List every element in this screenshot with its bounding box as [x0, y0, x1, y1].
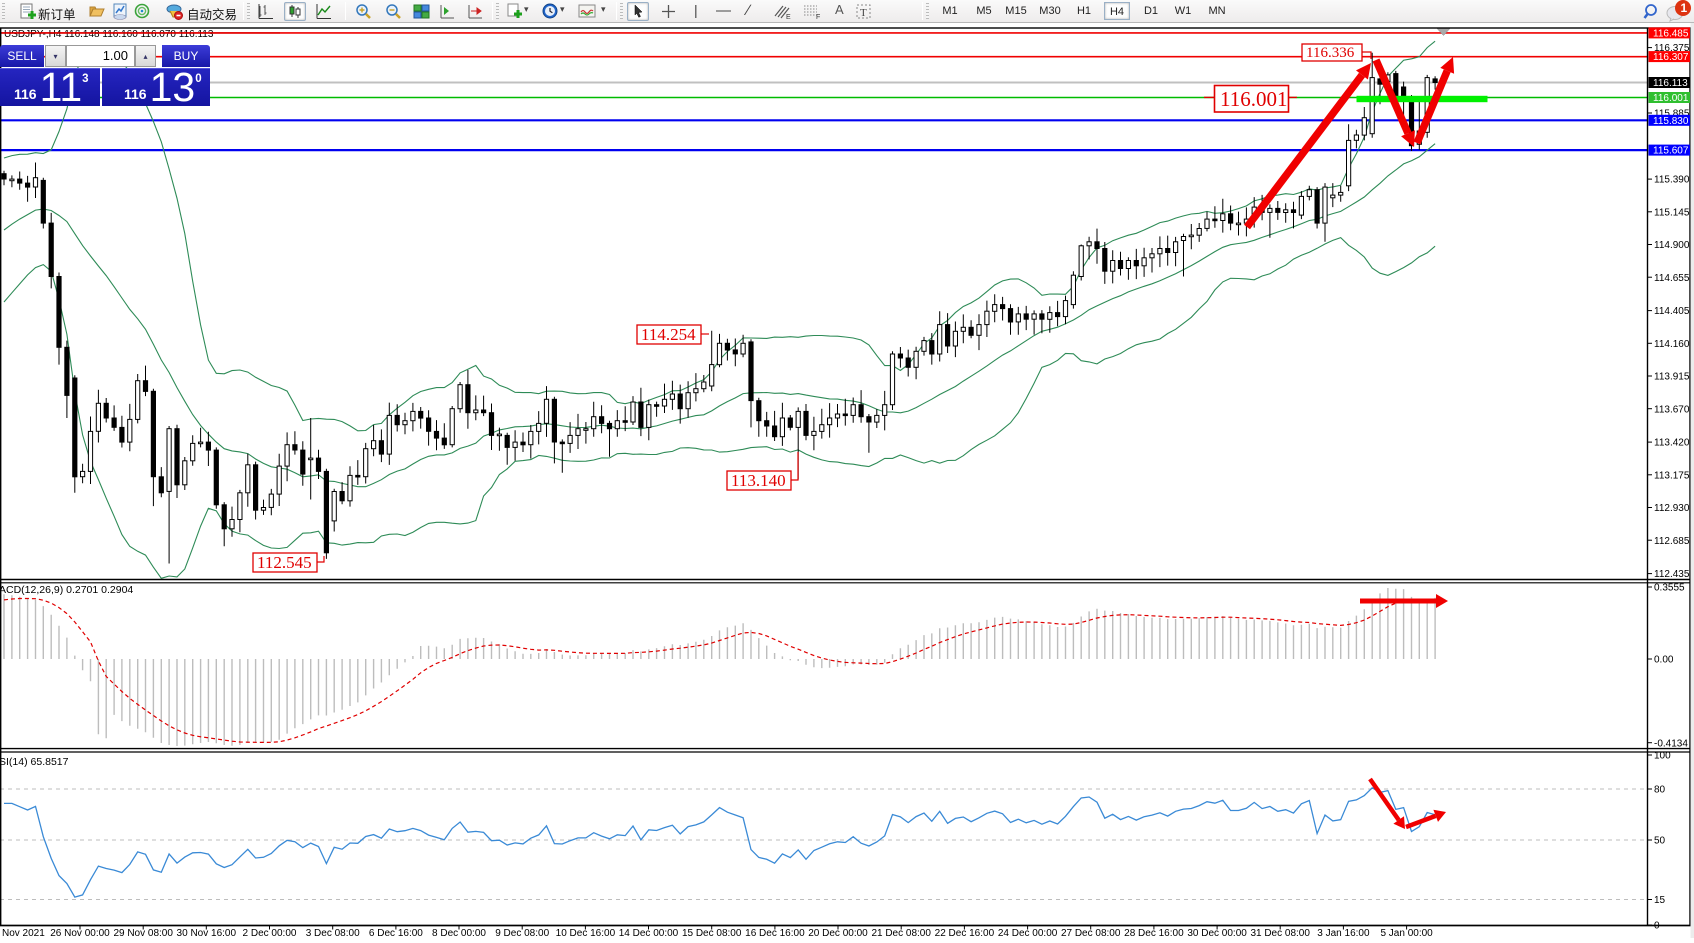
- svg-text:F: F: [816, 14, 820, 20]
- svg-text:116.113: 116.113: [1653, 78, 1688, 89]
- svg-text:16 Dec 16:00: 16 Dec 16:00: [745, 928, 805, 938]
- svg-text:0.00: 0.00: [1654, 655, 1674, 666]
- svg-text:116.001: 116.001: [1653, 93, 1689, 104]
- svg-text:8 Dec 00:00: 8 Dec 00:00: [432, 928, 486, 938]
- svg-text:112.930: 112.930: [1654, 503, 1690, 514]
- svg-text:113.140: 113.140: [731, 471, 786, 490]
- svg-text:ACD(12,26,9) 0.2701 0.2904: ACD(12,26,9) 0.2701 0.2904: [0, 584, 133, 596]
- svg-text:1: 1: [1681, 1, 1688, 15]
- svg-text:T: T: [860, 7, 867, 19]
- svg-text:114.254: 114.254: [641, 325, 696, 344]
- svg-text:0.3555: 0.3555: [1654, 583, 1685, 594]
- svg-text:100: 100: [1654, 751, 1671, 762]
- svg-text:112.545: 112.545: [257, 553, 312, 572]
- svg-text:0: 0: [1654, 921, 1660, 932]
- svg-text:26 Nov 00:00: 26 Nov 00:00: [50, 928, 110, 938]
- svg-text:113.420: 113.420: [1654, 438, 1690, 449]
- svg-text:3 Dec 08:00: 3 Dec 08:00: [306, 928, 360, 938]
- svg-text:115.390: 115.390: [1654, 175, 1690, 186]
- svg-text:115.830: 115.830: [1653, 116, 1689, 127]
- svg-text:113.670: 113.670: [1654, 404, 1690, 415]
- svg-text:15: 15: [1654, 895, 1666, 906]
- svg-text:116.485: 116.485: [1653, 29, 1689, 40]
- svg-text:6 Dec 16:00: 6 Dec 16:00: [369, 928, 423, 938]
- svg-text:50: 50: [1654, 836, 1666, 847]
- svg-text:15 Dec 08:00: 15 Dec 08:00: [682, 928, 742, 938]
- svg-text:80: 80: [1654, 785, 1666, 796]
- svg-text:30 Dec 00:00: 30 Dec 00:00: [1187, 928, 1247, 938]
- svg-text:3 Jan 16:00: 3 Jan 16:00: [1317, 928, 1370, 938]
- svg-text:31 Dec 08:00: 31 Dec 08:00: [1250, 928, 1310, 938]
- svg-text:-0.4134: -0.4134: [1654, 738, 1688, 749]
- svg-text:20 Dec 00:00: 20 Dec 00:00: [808, 928, 868, 938]
- svg-text:10 Dec 16:00: 10 Dec 16:00: [556, 928, 616, 938]
- svg-text:114.900: 114.900: [1654, 240, 1690, 251]
- svg-text:27 Dec 08:00: 27 Dec 08:00: [1061, 928, 1121, 938]
- svg-text:114.655: 114.655: [1654, 273, 1690, 284]
- svg-text:9 Dec 08:00: 9 Dec 08:00: [495, 928, 549, 938]
- svg-text:30 Nov 16:00: 30 Nov 16:00: [177, 928, 237, 938]
- svg-text:116.336: 116.336: [1306, 45, 1355, 61]
- svg-text:112.435: 112.435: [1654, 569, 1690, 580]
- svg-text:116.001: 116.001: [1220, 87, 1287, 111]
- svg-text:14 Dec 00:00: 14 Dec 00:00: [619, 928, 679, 938]
- svg-text:5 Jan 00:00: 5 Jan 00:00: [1380, 928, 1433, 938]
- svg-text:29 Nov 08:00: 29 Nov 08:00: [113, 928, 173, 938]
- svg-text:E: E: [786, 14, 791, 20]
- svg-text:115.145: 115.145: [1654, 207, 1690, 218]
- svg-text:113.915: 113.915: [1654, 372, 1690, 383]
- svg-text:22 Dec 16:00: 22 Dec 16:00: [935, 928, 995, 938]
- svg-text:114.405: 114.405: [1654, 306, 1690, 317]
- svg-text:114.160: 114.160: [1654, 339, 1690, 350]
- svg-text:SI(14) 65.8517: SI(14) 65.8517: [0, 756, 69, 768]
- svg-text:116.307: 116.307: [1653, 52, 1689, 63]
- svg-text:115.607: 115.607: [1653, 146, 1689, 157]
- svg-text:21 Dec 08:00: 21 Dec 08:00: [871, 928, 931, 938]
- svg-text:112.685: 112.685: [1654, 536, 1690, 547]
- svg-text:24 Dec 00:00: 24 Dec 00:00: [998, 928, 1058, 938]
- svg-text:113.175: 113.175: [1654, 470, 1690, 481]
- svg-text:2 Dec 00:00: 2 Dec 00:00: [243, 928, 297, 938]
- svg-text:28 Dec 16:00: 28 Dec 16:00: [1124, 928, 1184, 938]
- svg-text:Nov 2021: Nov 2021: [2, 928, 45, 938]
- svg-text:USDJPY-,H4 116.148 116.160 11: USDJPY-,H4 116.148 116.160 116.070 116.1…: [4, 29, 214, 40]
